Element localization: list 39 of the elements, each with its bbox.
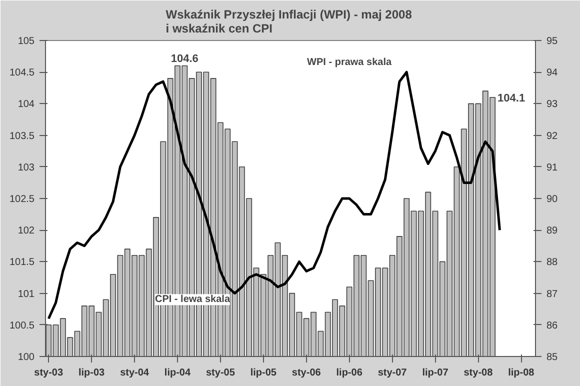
y2-tick-label: 92 xyxy=(546,130,558,142)
y2-tick-label: 93 xyxy=(546,99,558,110)
y-tick-label: 100.5 xyxy=(9,320,35,332)
series-label: CPI - lewa skala xyxy=(154,294,230,306)
y2-tick-label: 87 xyxy=(546,288,558,300)
annotation: 104.1 xyxy=(498,92,526,104)
x-tick-label: sty-05 xyxy=(206,368,236,378)
x-tick-label: lip-06 xyxy=(336,368,363,378)
y-tick-label: 100 xyxy=(18,352,35,363)
x-tick-label: lip-04 xyxy=(164,368,191,378)
y2-tick-label: 88 xyxy=(546,257,558,268)
x-tick-label: sty-06 xyxy=(292,368,322,378)
x-tick-label: sty-08 xyxy=(464,368,494,378)
x-tick-label: sty-07 xyxy=(378,368,408,378)
x-tick-label: lip-08 xyxy=(508,368,535,378)
y2-tick-label: 94 xyxy=(546,68,558,79)
y2-tick-label: 95 xyxy=(546,36,558,47)
y-tick-label: 104 xyxy=(18,99,35,110)
y-tick-label: 103 xyxy=(18,162,35,174)
y-tick-label: 102.5 xyxy=(9,194,35,205)
y-tick-label: 105 xyxy=(18,36,35,47)
y2-tick-label: 86 xyxy=(546,320,558,332)
y2-tick-label: 85 xyxy=(546,352,558,363)
y-tick-label: 101.5 xyxy=(9,257,35,268)
y2-tick-label: 89 xyxy=(546,226,558,237)
annotation: 104.6 xyxy=(170,52,198,65)
x-tick-label: lip-03 xyxy=(78,368,106,378)
y2-tick-label: 90 xyxy=(546,194,558,205)
x-tick-label: lip-07 xyxy=(422,368,449,378)
series-label: WPI - prawa skala xyxy=(307,57,392,68)
y-tick-label: 101 xyxy=(18,288,35,300)
y-tick-label: 102 xyxy=(18,226,35,237)
x-tick-label: lip-05 xyxy=(250,368,277,378)
y2-tick-label: 91 xyxy=(546,162,558,174)
x-tick-label: sty-03 xyxy=(34,368,64,378)
y-tick-label: 104.5 xyxy=(9,68,35,79)
x-tick-label: sty-04 xyxy=(120,368,150,378)
chart-title: Wskaźnik Przyszłej Inflacji (WPI) - maj 2008 i wskaźnik cen CPI xyxy=(166,8,412,36)
y-tick-label: 103.5 xyxy=(9,130,35,142)
